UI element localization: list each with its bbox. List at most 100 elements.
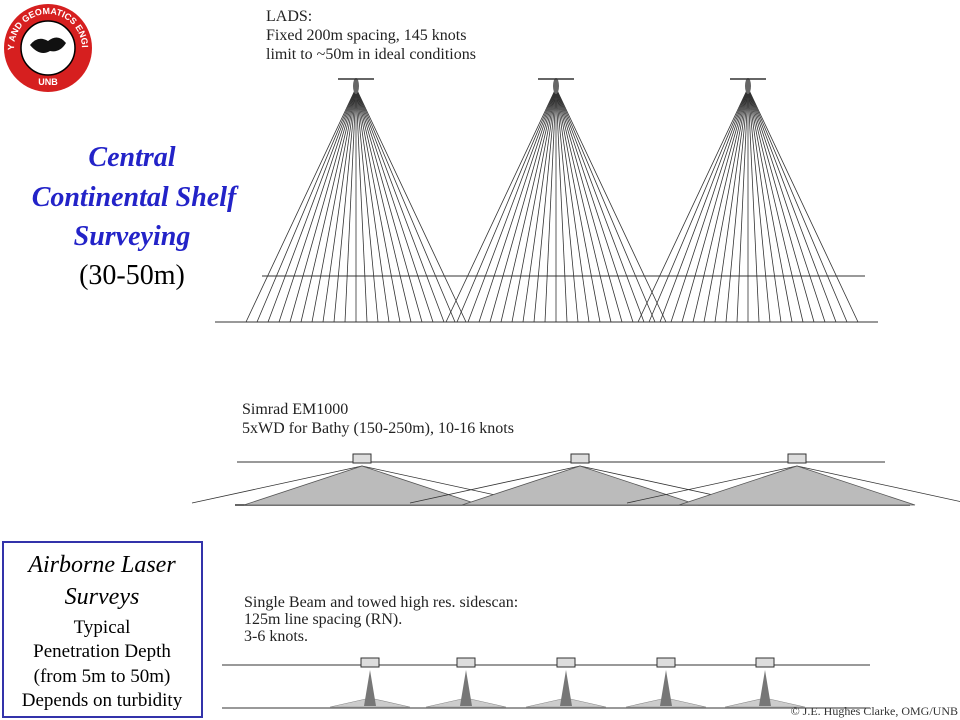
logo-center-text: UNB: [38, 77, 58, 87]
aircraft: [553, 78, 559, 94]
laser-beam: [555, 87, 634, 323]
laser-beam: [555, 87, 667, 323]
laser-beam: [445, 87, 557, 323]
simrad-text: 5xWD for Bathy (150-250m), 10-16 knots: [242, 420, 514, 437]
laser-beam: [489, 87, 557, 323]
single-beam-text: Single Beam and towed high res. sidescan…: [244, 594, 518, 611]
box-heading: Surveys: [65, 584, 140, 610]
ship: [352, 453, 372, 464]
laser-beam: [522, 87, 557, 323]
outer-beam: [626, 465, 798, 504]
swath: [678, 465, 916, 506]
laser-beam: [278, 87, 357, 323]
lads-text: Fixed 200m spacing, 145 knots: [266, 27, 466, 44]
laser-beam: [747, 87, 815, 323]
ship: [787, 453, 807, 464]
outer-beam: [409, 465, 581, 504]
ship: [755, 657, 775, 668]
lads-text: limit to ~50m in ideal conditions: [266, 46, 476, 63]
laser-beam: [648, 87, 749, 323]
laser-beam: [322, 87, 357, 323]
laser-beam: [555, 87, 579, 323]
laser-beam: [267, 87, 357, 323]
laser-beam: [355, 87, 434, 323]
laser-beam: [355, 87, 401, 323]
laser-beam: [747, 87, 804, 323]
laser-beam: [747, 87, 848, 323]
subtitle: (30-50m): [79, 260, 185, 291]
laser-beam: [747, 87, 793, 323]
laser-beam: [747, 87, 826, 323]
laser-beam: [355, 87, 456, 323]
laser-beam: [333, 87, 357, 323]
logo-map: [30, 37, 66, 53]
lads-text: LADS:: [266, 8, 312, 25]
laser-beam: [533, 87, 557, 323]
laser-beam: [670, 87, 749, 323]
copyright: © J.E. Hughes Clarke, OMG/UNB: [791, 704, 958, 718]
laser-beam: [747, 87, 837, 323]
airborne-box: [2, 541, 203, 718]
laser-beam: [355, 87, 412, 323]
laser-beam: [544, 87, 557, 323]
single-beam-text: 125m line spacing (RN).: [244, 611, 402, 628]
ship: [570, 453, 590, 464]
title-line: Continental Shelf: [32, 182, 239, 213]
outer-beam: [191, 465, 363, 504]
laser-beam: [355, 87, 390, 323]
laser-beam: [747, 87, 859, 323]
laser-beam: [355, 87, 379, 323]
laser-beam: [256, 87, 357, 323]
outer-beam: [796, 465, 960, 502]
laser-beam: [659, 87, 749, 323]
laser-beam: [511, 87, 557, 323]
laser-beam: [637, 87, 749, 323]
laser-beam: [747, 87, 782, 323]
aircraft: [353, 78, 359, 94]
laser-beam: [311, 87, 357, 323]
diagram: [191, 78, 960, 709]
beam: [560, 670, 572, 706]
laser-beam: [555, 87, 612, 323]
beam: [364, 670, 376, 706]
laser-beam: [747, 87, 771, 323]
laser-beam: [555, 87, 590, 323]
box-heading: Airborne Laser: [26, 552, 176, 578]
beam: [759, 670, 771, 706]
laser-beam: [681, 87, 749, 323]
laser-beam: [355, 87, 423, 323]
laser-beam: [555, 87, 656, 323]
single-beam-text: 3-6 knots.: [244, 628, 308, 645]
laser-beam: [456, 87, 557, 323]
simrad-text: Simrad EM1000: [242, 401, 348, 418]
swath: [461, 465, 699, 506]
box-text: (from 5m to 50m): [34, 666, 171, 687]
box-text: Penetration Depth: [33, 641, 171, 662]
beam: [660, 670, 672, 706]
laser-beam: [555, 87, 623, 323]
laser-beam: [555, 87, 601, 323]
laser-beam: [355, 87, 445, 323]
ship: [556, 657, 576, 668]
laser-beam: [289, 87, 357, 323]
laser-beam: [725, 87, 749, 323]
laser-beam: [245, 87, 357, 323]
laser-beam: [355, 87, 368, 323]
box-text: Depends on turbidity: [22, 690, 183, 711]
title-line: Surveying: [74, 221, 191, 252]
laser-beam: [747, 87, 760, 323]
aircraft: [745, 78, 751, 94]
laser-beam: [500, 87, 557, 323]
laser-beam: [467, 87, 557, 323]
laser-beam: [555, 87, 645, 323]
laser-beam: [344, 87, 357, 323]
laser-beam: [555, 87, 568, 323]
ship: [656, 657, 676, 668]
laser-beam: [355, 87, 467, 323]
title-line: Central: [88, 142, 175, 173]
box-text: Typical: [74, 617, 131, 638]
logo: GEODESY AND GEOMATICS ENGINEERING UNB: [0, 0, 92, 92]
laser-beam: [736, 87, 749, 323]
laser-beam: [714, 87, 749, 323]
